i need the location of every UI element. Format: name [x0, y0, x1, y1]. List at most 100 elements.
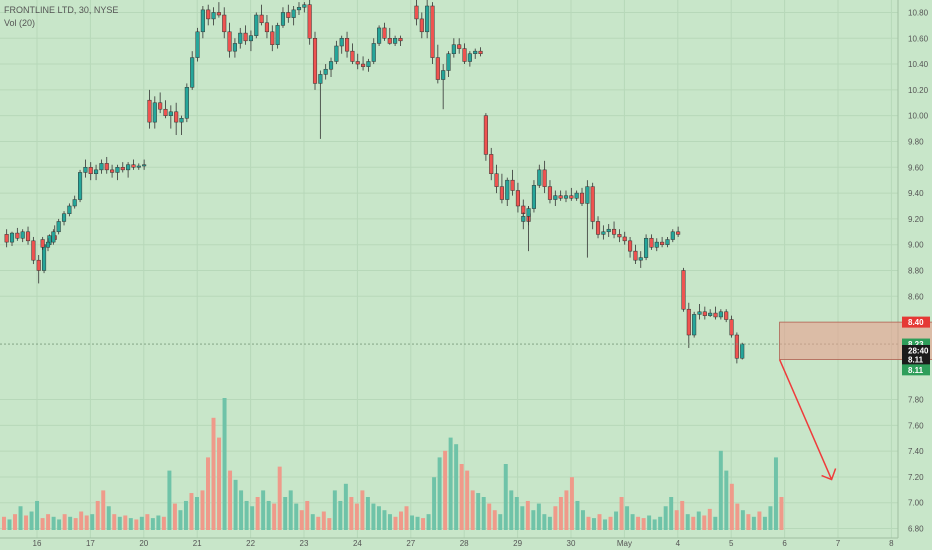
candle-up — [45, 241, 51, 248]
candle-down — [478, 50, 483, 54]
candle-down — [510, 179, 515, 191]
candle-down — [713, 312, 718, 318]
volume-bar — [128, 518, 133, 530]
candle-up — [526, 208, 531, 217]
volume-bar — [371, 503, 376, 530]
volume-bar — [614, 511, 619, 530]
candle-down — [483, 115, 488, 155]
candle-down — [398, 38, 403, 42]
volume-bar — [702, 515, 707, 530]
candle-up — [142, 164, 147, 167]
volume-bar — [35, 500, 40, 530]
volume-bar — [68, 516, 73, 530]
candle-down — [590, 186, 595, 222]
candle-down — [40, 239, 45, 248]
volume-bar — [536, 503, 541, 530]
volume-bar — [718, 450, 723, 530]
volume-bar — [376, 506, 381, 530]
volume-bar — [382, 510, 387, 530]
price-tag-label: 28:40 — [908, 346, 929, 355]
x-tick-label: 5 — [729, 539, 734, 548]
x-tick-label: 27 — [406, 539, 415, 548]
volume-bar — [658, 516, 663, 530]
candle-down — [649, 237, 654, 248]
volume-bar — [636, 516, 641, 530]
candle-up — [441, 70, 446, 80]
volume-bar — [305, 500, 310, 530]
candle-up — [78, 172, 83, 200]
volume-bar — [525, 500, 530, 530]
candle-up — [339, 38, 344, 47]
candle-up — [238, 32, 243, 44]
candle-up — [740, 343, 745, 359]
y-tick-label: 10.60 — [908, 34, 929, 43]
volume-bar — [95, 500, 100, 530]
volume-bar — [393, 516, 398, 530]
candle-up — [654, 241, 659, 248]
volume-bar — [735, 503, 740, 530]
volume-indicator-label[interactable]: Vol (20) — [4, 18, 36, 28]
candle-up — [665, 239, 670, 245]
volume-bar — [779, 497, 784, 530]
candle-up — [302, 4, 307, 8]
volume-bar — [569, 477, 574, 530]
candle-up — [152, 102, 157, 123]
volume-bar — [520, 506, 525, 530]
candle-up — [638, 257, 643, 261]
candle-down — [382, 27, 387, 39]
candle-down — [457, 44, 462, 49]
volume-bar — [437, 457, 442, 530]
candle-up — [195, 31, 200, 58]
candle-up — [248, 35, 253, 42]
volume-bar — [343, 483, 348, 530]
candle-up — [393, 38, 398, 44]
candle-up — [136, 165, 141, 168]
x-tick-label: 8 — [889, 539, 894, 548]
candle-up — [168, 111, 173, 116]
candle-up — [328, 61, 334, 70]
y-tick-label: 9.60 — [908, 163, 924, 172]
volume-bar — [206, 457, 210, 530]
candle-up — [280, 12, 286, 26]
candle-down — [120, 167, 125, 171]
volume-bar — [647, 515, 652, 530]
volume-bar — [13, 514, 17, 530]
candle-up — [521, 216, 526, 222]
candle-up — [115, 167, 120, 173]
x-tick-label: 29 — [513, 539, 522, 548]
volume-bar — [553, 506, 558, 530]
volume-bar — [630, 514, 635, 530]
volume-bar — [321, 511, 326, 530]
volume-bar — [167, 470, 172, 530]
volume-bar — [277, 466, 282, 530]
candle-down — [435, 57, 440, 80]
candle-down — [414, 5, 419, 20]
volume-bar — [354, 503, 359, 530]
y-tick-label: 7.00 — [908, 499, 924, 508]
candle-up — [126, 164, 131, 171]
candle-up — [323, 68, 328, 75]
candle-up — [606, 228, 611, 233]
volume-bar — [255, 497, 260, 530]
volume-bar — [691, 516, 696, 530]
volume-bar — [250, 506, 255, 530]
volume-bar — [7, 519, 12, 530]
symbol-title[interactable]: FRONTLINE LTD, 30, NYSE — [4, 5, 119, 15]
candle-down — [542, 169, 547, 187]
volume-bar — [773, 457, 778, 530]
candle-up — [200, 9, 205, 33]
candle-down — [345, 38, 350, 52]
candle-down — [307, 4, 312, 39]
candle-down — [36, 259, 41, 271]
volume-bar — [261, 490, 266, 530]
y-tick-label: 10.80 — [908, 8, 929, 17]
volume-bar — [134, 519, 139, 530]
volume-bar — [531, 510, 536, 530]
candle-up — [377, 27, 382, 44]
price-tag-label: 8.11 — [908, 356, 924, 365]
candle-down — [147, 99, 152, 123]
y-tick-label: 8.80 — [908, 267, 924, 276]
volume-bar — [228, 470, 233, 530]
volume-bar — [40, 518, 45, 530]
